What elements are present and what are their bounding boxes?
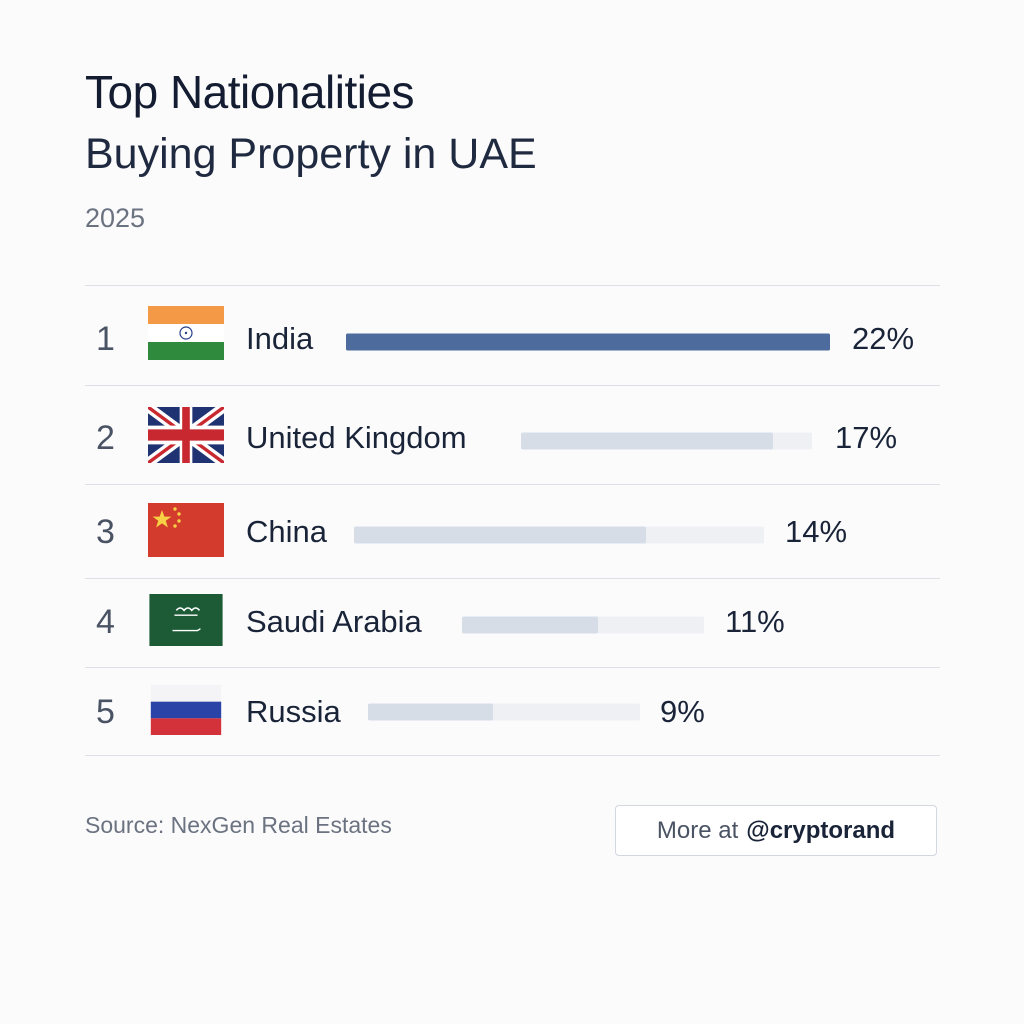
- divider: [85, 578, 940, 579]
- chart-title: Top Nationalities: [85, 66, 415, 118]
- bar-track-russia: [368, 703, 640, 721]
- value-label: 14%: [785, 514, 848, 549]
- social-handle: @cryptorand: [746, 816, 896, 844]
- saudi-flag-icon: [149, 594, 223, 646]
- bar-track-china: [354, 526, 764, 544]
- country-label: Saudi Arabia: [246, 604, 422, 639]
- china-flag-icon: [148, 503, 224, 557]
- india-flag-icon: [148, 306, 224, 360]
- chart-subtitle: Buying Property in UAE: [85, 130, 537, 178]
- country-label: Russia: [246, 694, 341, 729]
- rank-number: 2: [96, 419, 115, 457]
- bar-china: [354, 526, 647, 544]
- bar-saudi: [462, 616, 598, 634]
- country-label: China: [246, 514, 327, 549]
- uk-flag-icon: [148, 407, 224, 463]
- country-label: India: [246, 321, 314, 356]
- country-label: United Kingdom: [246, 420, 467, 455]
- more-prefix: More at: [656, 816, 739, 844]
- rank-number: 1: [96, 320, 115, 358]
- bar-india: [346, 333, 830, 351]
- rank-number: 4: [96, 603, 115, 641]
- year-label: 2025: [85, 203, 146, 233]
- value-label: 11%: [725, 604, 785, 639]
- rank-number: 5: [96, 693, 115, 731]
- divider: [85, 385, 940, 386]
- bar-track-saudi: [462, 616, 704, 634]
- divider: [85, 667, 940, 668]
- source-note: Source: NexGen Real Estates: [85, 812, 392, 838]
- bar-uk: [521, 432, 773, 450]
- bar-track-uk: [521, 432, 812, 450]
- value-label: 22%: [852, 321, 915, 356]
- russia-flag-icon: [150, 685, 222, 735]
- bar-track-india: [346, 333, 830, 351]
- more-link-button[interactable]: More at @cryptorand: [615, 805, 937, 856]
- value-label: 9%: [660, 694, 705, 729]
- divider: [85, 484, 940, 485]
- bar-russia: [368, 703, 493, 721]
- divider: [85, 285, 940, 286]
- rank-number: 3: [96, 513, 115, 551]
- value-label: 17%: [835, 420, 898, 455]
- divider: [85, 755, 940, 756]
